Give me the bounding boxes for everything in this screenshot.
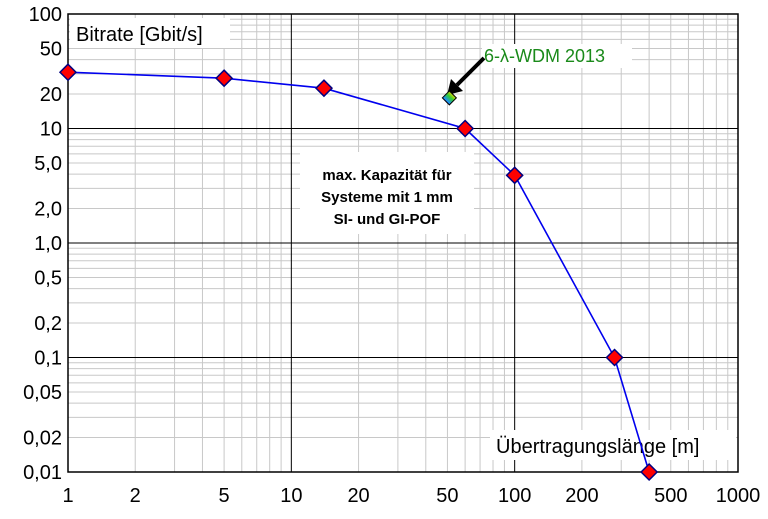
x-tick-labels: 1 2 5 10 20 50 100 200 500 1000 xyxy=(62,485,760,507)
data-point-marker xyxy=(456,119,475,138)
y-tick-label: 100 xyxy=(29,4,62,26)
y-tick-label: 1,0 xyxy=(34,233,62,255)
caption-background xyxy=(300,152,474,234)
data-point-marker xyxy=(605,348,624,367)
wdm-data-point xyxy=(441,90,458,106)
y-tick-labels: 0,01 0,02 0,05 0,1 0,2 0,5 1,0 2,0 5,0 10 20 50 100 xyxy=(23,4,62,484)
y-tick-label: 0,1 xyxy=(34,348,62,370)
wdm-label-background xyxy=(482,44,632,68)
y-tick-label: 20 xyxy=(40,84,62,106)
y-tick-label: 0,5 xyxy=(34,267,62,289)
y-tick-label: 0,02 xyxy=(23,428,62,450)
data-point-marker xyxy=(640,462,659,482)
x-tick-label: 200 xyxy=(565,485,598,507)
minor-grid xyxy=(68,14,738,472)
x-tick-label: 1000 xyxy=(716,485,761,507)
x-tick-label: 2 xyxy=(130,485,141,507)
data-point-marker xyxy=(58,63,78,82)
x-tick-label: 10 xyxy=(280,485,302,507)
series-markers xyxy=(58,63,659,482)
y-tick-label: 10 xyxy=(40,119,62,141)
annotation-line-2: Systeme mit 1 mm xyxy=(321,189,453,206)
plot-frame xyxy=(67,13,739,473)
x-tick-label: 20 xyxy=(347,485,369,507)
annotation-line-3: SI- und GI-POF xyxy=(334,211,441,228)
x-axis-label: Übertragungslänge [m] xyxy=(496,436,699,458)
wdm-arrow-head xyxy=(447,79,463,95)
x-tick-label: 50 xyxy=(436,485,458,507)
y-tick-label: 0,01 xyxy=(23,462,62,484)
ylabel-background xyxy=(70,18,230,48)
annotation-line-1: max. Kapazität für xyxy=(322,167,451,184)
x-tick-label: 100 xyxy=(498,485,531,507)
x-tick-label: 500 xyxy=(654,485,687,507)
x-tick-label: 1 xyxy=(62,485,73,507)
data-point-marker xyxy=(505,166,524,185)
y-tick-label: 0,05 xyxy=(23,382,62,404)
wdm-arrow-shaft xyxy=(455,56,486,87)
x-tick-label: 5 xyxy=(219,485,230,507)
y-tick-label: 5,0 xyxy=(34,153,62,175)
xlabel-background xyxy=(490,430,736,460)
y-axis-label: Bitrate [Gbit/s] xyxy=(76,24,203,46)
data-point-marker xyxy=(215,69,234,88)
y-tick-label: 50 xyxy=(40,38,62,60)
y-tick-label: 0,2 xyxy=(34,313,62,335)
y-tick-label: 2,0 xyxy=(34,199,62,221)
wdm-label: 6-λ-WDM 2013 xyxy=(484,46,605,66)
data-point-marker xyxy=(314,79,334,98)
major-grid xyxy=(68,14,738,472)
